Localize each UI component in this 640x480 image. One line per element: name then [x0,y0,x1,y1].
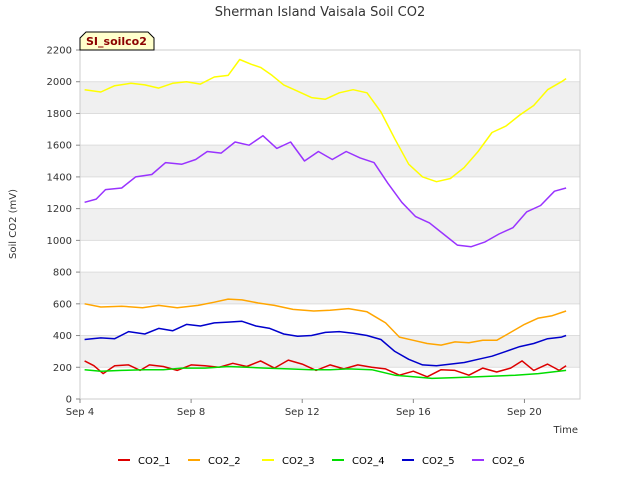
series-line-co2-4 [84,365,567,380]
series-line-co2-5 [84,320,567,367]
y-tick-label: 1000 [47,236,72,247]
series-line-co2-1 [84,359,567,378]
grid-band [80,272,580,304]
x-tick-label: Sep 20 [507,407,542,418]
badge-shape [79,31,155,51]
legend-label: CO2_5 [422,456,455,467]
grid-band [80,145,580,177]
x-axis-ticks: Sep 4 Sep 8 Sep 12 Sep 16 Sep 20 [66,399,542,418]
x-tick-label: Sep 4 [66,407,94,418]
badge-label: SI_soilco2 [86,35,147,48]
y-tick-label: 600 [53,299,72,310]
y-axis-title: Soil CO2 (mV) [8,189,19,259]
y-tick-label: 1600 [47,141,72,152]
y-tick-label: 1800 [47,109,72,120]
y-tick-label: 2200 [47,46,72,57]
legend-label: CO2_2 [208,456,241,467]
series-line-co2-3 [84,58,567,183]
y-tick-label: 2000 [47,77,72,88]
y-tick-label: 400 [53,331,72,342]
y-tick-label: 200 [53,363,72,374]
chart-title: Sherman Island Vaisala Soil CO2 [215,5,425,20]
legend-label: CO2_6 [492,456,525,467]
y-tick-label: 1400 [47,172,72,183]
y-tick-label: 0 [66,395,72,406]
dataset-badge: SI_soilco2 [79,31,155,51]
grid-band [80,208,580,241]
y-tick-label: 1200 [47,204,72,215]
x-tick-label: Sep 8 [177,407,205,418]
legend-label: CO2_3 [282,456,315,467]
x-axis-title: Time [553,425,578,436]
series-lines [84,58,567,380]
y-tick-label: 800 [53,268,72,279]
x-tick-label: Sep 16 [396,407,431,418]
legend-label: CO2_4 [352,456,385,467]
series-line-co2-6 [84,134,567,248]
series-line-co2-2 [84,298,567,346]
legend: CO2_1 CO2_2 CO2_3 CO2_4 CO2_5 CO2_6 [118,456,525,467]
y-axis-ticks: 0 200 400 600 800 1000 1200 1400 1600 1800 2000 220… [47,46,80,406]
legend-label: CO2_1 [138,456,171,467]
x-tick-label: Sep 12 [285,407,320,418]
plot-area-border [79,49,581,400]
